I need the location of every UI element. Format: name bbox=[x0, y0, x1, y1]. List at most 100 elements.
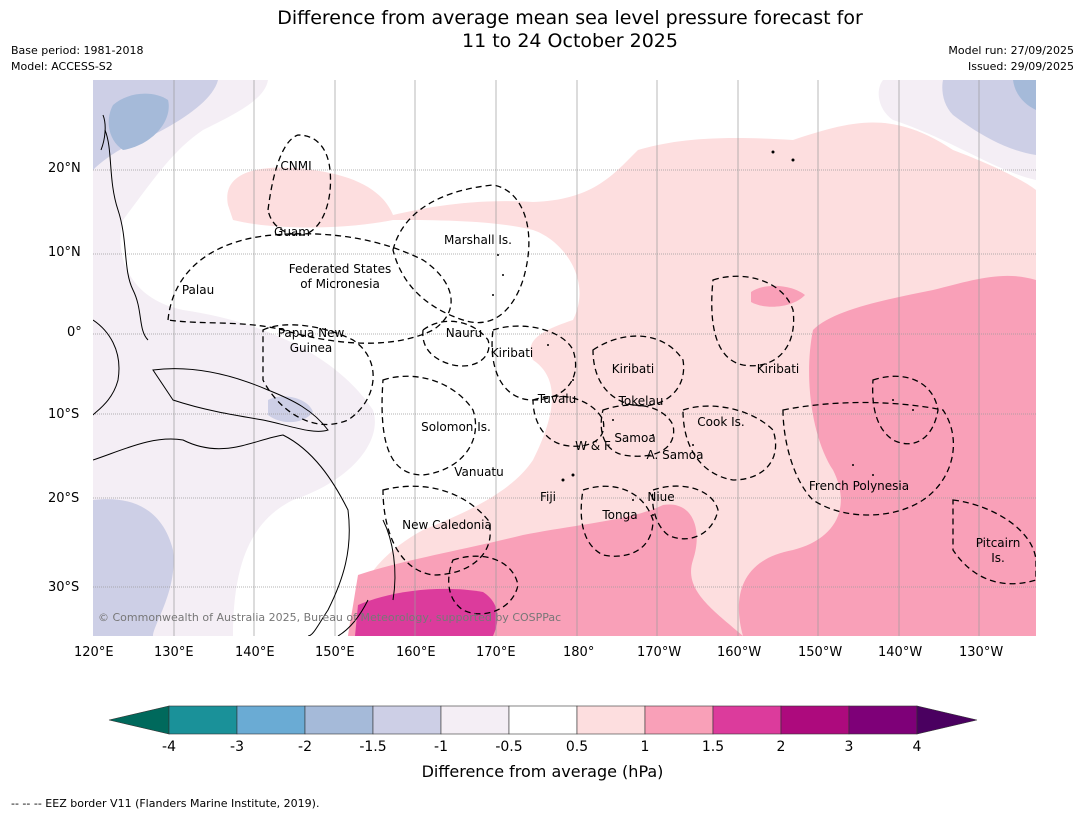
label-samoa: Samoa bbox=[614, 431, 655, 445]
label-cook: Cook Is. bbox=[697, 415, 744, 429]
lon-tick-130w: 130°W bbox=[959, 645, 1004, 660]
page-title: Difference from average mean sea level p… bbox=[0, 7, 1085, 53]
lon-tick-160e: 160°E bbox=[396, 645, 436, 660]
coast-australia bbox=[93, 434, 350, 636]
colorbar-tick-label: 1 bbox=[641, 739, 650, 755]
colorbar-segment bbox=[712, 705, 782, 735]
lat-tick-0: 0° bbox=[67, 325, 82, 340]
label-vanuatu: Vanuatu bbox=[454, 465, 504, 479]
label-png-line2: Guinea bbox=[290, 341, 333, 355]
meta-right: Model run: 27/09/2025 Issued: 29/09/2025 bbox=[948, 43, 1074, 75]
meta-left: Base period: 1981-2018 Model: ACCESS-S2 bbox=[11, 43, 143, 75]
label-niue: Niue bbox=[647, 490, 674, 504]
lon-tick-150w: 150°W bbox=[798, 645, 843, 660]
label-newcal: New Caledonia bbox=[402, 518, 492, 532]
label-guam: Guam bbox=[274, 225, 310, 239]
anomaly-pos-light bbox=[227, 122, 1036, 636]
label-kiribati-east: Kiribati bbox=[757, 362, 799, 376]
colorbar-segment bbox=[440, 705, 510, 735]
eez-borders bbox=[167, 134, 1036, 615]
colorbar-segment bbox=[372, 705, 442, 735]
colorbar-tick-label: 3 bbox=[845, 739, 854, 755]
label-kiribati-central: Kiribati bbox=[612, 362, 654, 376]
colorbar-tick-label: -4 bbox=[162, 739, 176, 755]
lon-tick-140w: 140°W bbox=[878, 645, 923, 660]
colorbar-segment bbox=[168, 705, 238, 735]
label-wf: W & F bbox=[575, 439, 611, 453]
label-nauru: Nauru bbox=[446, 326, 482, 340]
colorbar-segment bbox=[644, 705, 714, 735]
colorbar-tick-label: -2 bbox=[298, 739, 312, 755]
label-pitcairn-line1: Pitcairn bbox=[976, 536, 1021, 550]
colorbar-tick-label: 2 bbox=[777, 739, 786, 755]
colorbar-tick-label: -3 bbox=[230, 739, 244, 755]
colorbar-segment bbox=[848, 705, 918, 735]
colorbar-segment bbox=[780, 705, 850, 735]
coast-borneo bbox=[93, 319, 120, 416]
colorbar-segment bbox=[508, 705, 578, 735]
lon-tick-170e: 170°E bbox=[476, 645, 516, 660]
label-marshall: Marshall Is. bbox=[444, 233, 512, 247]
label-tonga: Tonga bbox=[601, 508, 637, 522]
lon-tick-170w: 170°W bbox=[637, 645, 682, 660]
lat-tick-20n: 20°N bbox=[48, 161, 81, 176]
lon-tick-140e: 140°E bbox=[235, 645, 275, 660]
lon-tick-130e: 130°E bbox=[154, 645, 194, 660]
colorbar-segment bbox=[236, 705, 306, 735]
islands bbox=[492, 150, 914, 516]
colorbar-segment bbox=[576, 705, 646, 735]
colorbar-tick-label: 0.5 bbox=[566, 739, 588, 755]
anomaly-lt-neg-west bbox=[93, 80, 375, 636]
lat-tick-20s: 20°S bbox=[48, 491, 80, 506]
colorbar-segment bbox=[304, 705, 374, 735]
model-run: Model run: 27/09/2025 bbox=[948, 44, 1074, 57]
eez-footnote: -- -- -- EEZ border V11 (Flanders Marine… bbox=[11, 797, 320, 810]
label-fsm-line1: Federated States bbox=[289, 262, 391, 276]
coast-nz bbox=[382, 519, 396, 601]
label-fiji: Fiji bbox=[540, 490, 556, 504]
title-line-2: 11 to 24 October 2025 bbox=[462, 30, 678, 52]
anomaly-pos-mid-east bbox=[738, 275, 1036, 636]
model-name: Model: ACCESS-S2 bbox=[11, 60, 113, 73]
label-palau: Palau bbox=[182, 283, 214, 297]
copyright-text: © Commonwealth of Australia 2025, Bureau… bbox=[98, 611, 561, 624]
anomaly-sw-neg bbox=[93, 499, 174, 636]
colorbar-tick-label: -1.5 bbox=[359, 739, 386, 755]
colorbar-tick-label: -1 bbox=[434, 739, 448, 755]
colorbar-segments bbox=[108, 705, 978, 735]
coast-new-guinea bbox=[152, 368, 329, 432]
title-line-1: Difference from average mean sea level p… bbox=[277, 7, 863, 29]
anomaly-pos-strong bbox=[355, 588, 498, 636]
coast-philippines bbox=[104, 129, 149, 341]
lon-tick-180: 180° bbox=[563, 645, 595, 660]
lat-tick-10n: 10°N bbox=[48, 245, 81, 260]
label-png-line1: Papua New bbox=[278, 326, 345, 340]
anomaly-neg-north-core bbox=[108, 93, 169, 150]
label-fsm-line2: of Micronesia bbox=[300, 277, 380, 291]
pressure-map: CNMI Guam Marshall Is. Federated States … bbox=[93, 80, 1036, 636]
colorbar-ticks: -4 -3 -2 -1.5 -1 -0.5 0.5 1 1.5 2 3 4 bbox=[162, 739, 922, 755]
colorbar: -4 -3 -2 -1.5 -1 -0.5 0.5 1 1.5 2 3 4 bbox=[108, 705, 978, 755]
label-asamoa: A. Samoa bbox=[647, 448, 704, 462]
colorbar-tick-label: 4 bbox=[913, 739, 922, 755]
issued-date: Issued: 29/09/2025 bbox=[967, 60, 1074, 73]
label-frpoly: French Polynesia bbox=[809, 479, 909, 493]
colorbar-extend-low bbox=[108, 705, 170, 735]
coast-nz-south bbox=[337, 599, 369, 636]
label-solomon: Solomon Is. bbox=[421, 420, 491, 434]
label-tokelau: Tokelau bbox=[618, 394, 664, 408]
label-pitcairn-line2: Is. bbox=[991, 551, 1005, 565]
colorbar-tick-label: -0.5 bbox=[495, 739, 522, 755]
lat-tick-30s: 30°S bbox=[48, 580, 80, 595]
anomaly-ne-neg-inner bbox=[942, 80, 1036, 155]
grid bbox=[93, 80, 1036, 636]
anomaly-pos-mid-islet bbox=[751, 285, 805, 307]
lat-tick-10s: 10°S bbox=[48, 407, 80, 422]
lon-tick-120e: 120°E bbox=[74, 645, 114, 660]
colorbar-extend-high bbox=[916, 705, 978, 735]
base-period: Base period: 1981-2018 bbox=[11, 44, 144, 57]
region-labels: CNMI Guam Marshall Is. Federated States … bbox=[182, 159, 1020, 565]
label-tuvalu: Tuvalu bbox=[537, 392, 577, 406]
anomaly-ne-neg-core bbox=[1013, 80, 1036, 110]
label-kiribati-west: Kiribati bbox=[491, 346, 533, 360]
